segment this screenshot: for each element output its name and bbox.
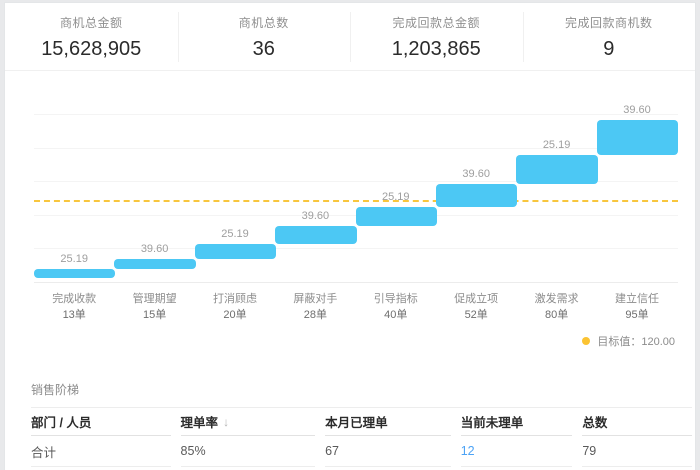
target-value-dashed-line xyxy=(34,200,678,202)
kpi-label: 商机总数 xyxy=(238,16,289,30)
bar-value-label: 25.19 xyxy=(542,139,571,151)
stage-bar-3[interactable] xyxy=(194,244,277,259)
cell-total: 79 xyxy=(582,436,692,467)
sort-desc-icon[interactable]: ↓ xyxy=(223,414,230,429)
stage-bar-8[interactable] xyxy=(596,120,679,155)
stage-bar-1[interactable] xyxy=(34,269,116,278)
bar-value-label: 39.60 xyxy=(462,168,490,180)
stage-bar-5[interactable] xyxy=(355,207,437,226)
stage-count-label: 20单 xyxy=(223,309,247,321)
gridline xyxy=(34,114,678,115)
bar-value-label: 25.19 xyxy=(382,191,410,203)
kpi-label: 商机总金额 xyxy=(59,16,123,30)
kpi-value: 1,203,865 xyxy=(391,38,481,60)
kpi-card-payment-amount: 完成回款总金额 1,203,865 xyxy=(350,3,523,70)
bar-value-label: 39.60 xyxy=(140,243,169,255)
stage-count-label: 52单 xyxy=(464,309,488,321)
kpi-label: 完成回款商机数 xyxy=(564,16,653,30)
stage-count-label: 40单 xyxy=(384,309,408,321)
sales-ladder-section: 销售阶梯 部门 / 人员 理单率 ↓ 本月已理单 当前未理单 总数 xyxy=(5,377,695,467)
bar-value-label: 25.19 xyxy=(221,228,249,240)
stage-name-label: 建立信任 xyxy=(614,293,659,305)
kpi-label: 完成回款总金额 xyxy=(392,16,480,30)
stage-bar-2[interactable] xyxy=(114,259,196,269)
kpi-value: 36 xyxy=(252,38,275,60)
stage-count-label: 15单 xyxy=(142,309,167,321)
kpi-card-opportunity-amount: 商机总金额 15,628,905 xyxy=(5,3,178,70)
x-axis-line xyxy=(34,281,678,283)
stage-count-label: 80单 xyxy=(544,309,569,321)
bar-value-label: 39.60 xyxy=(301,210,330,222)
stage-name-label: 引导指标 xyxy=(373,293,418,305)
kpi-value: 9 xyxy=(603,38,615,60)
kpi-card-opportunity-count: 商机总数 36 xyxy=(177,3,351,70)
column-header-department: 部门 / 人员 xyxy=(31,408,171,436)
column-header-handled-this-month: 本月已理单 xyxy=(325,408,451,436)
stage-count-label: 13单 xyxy=(62,309,86,321)
target-legend-dot-icon xyxy=(582,337,591,345)
cell-department: 合计 xyxy=(31,436,171,467)
gridline xyxy=(34,181,678,182)
gridline xyxy=(34,147,678,149)
column-header-clearance-rate[interactable]: 理单率 ↓ xyxy=(180,408,316,436)
target-legend[interactable]: 目标值：120.00 xyxy=(582,333,675,349)
dashboard-panel: 商机总金额 15,628,905 商机总数 36 完成回款总金额 1,203,8… xyxy=(4,2,696,470)
stage-name-label: 激发需求 xyxy=(534,293,579,305)
stage-name-label: 打消顾虑 xyxy=(212,293,257,305)
cell-clearance-rate: 85% xyxy=(180,436,316,467)
stage-name-label: 促成立项 xyxy=(454,293,499,305)
kpi-strip: 商机总金额 15,628,905 商机总数 36 完成回款总金额 1,203,8… xyxy=(5,3,695,71)
section-title: 销售阶梯 xyxy=(31,382,692,408)
kpi-card-payment-count: 完成回款商机数 9 xyxy=(522,3,696,70)
stage-count-label: 95单 xyxy=(625,309,649,321)
gridline xyxy=(34,248,678,249)
stage-name-label: 屏蔽对手 xyxy=(293,293,338,305)
column-header-total: 总数 xyxy=(582,408,692,436)
stage-name-label: 管理期望 xyxy=(132,293,177,305)
stage-count-label: 28单 xyxy=(303,309,327,321)
stage-bar-4[interactable] xyxy=(275,226,357,244)
bar-value-label: 25.19 xyxy=(60,253,88,265)
stage-bar-6[interactable] xyxy=(436,184,518,207)
table-header-row: 部门 / 人员 理单率 ↓ 本月已理单 当前未理单 总数 xyxy=(31,408,692,436)
kpi-value: 15,628,905 xyxy=(41,38,142,60)
sales-stage-waterfall-chart: 25.19 完成收款 13单 39.60 管理期望 15单 25.19 打消顾虑 20单 39.6… xyxy=(5,71,695,377)
column-header-pending: 当前未理单 xyxy=(460,408,573,436)
cell-handled-this-month: 67 xyxy=(325,436,451,467)
bar-value-label: 39.60 xyxy=(623,104,651,116)
target-legend-label: 目标值：120.00 xyxy=(597,336,675,348)
cell-pending-link[interactable]: 12 xyxy=(460,436,573,467)
stage-name-label: 完成收款 xyxy=(52,293,97,305)
stage-bar-7[interactable] xyxy=(516,155,598,184)
table-row-total: 合计 85% 67 12 79 xyxy=(31,436,692,467)
